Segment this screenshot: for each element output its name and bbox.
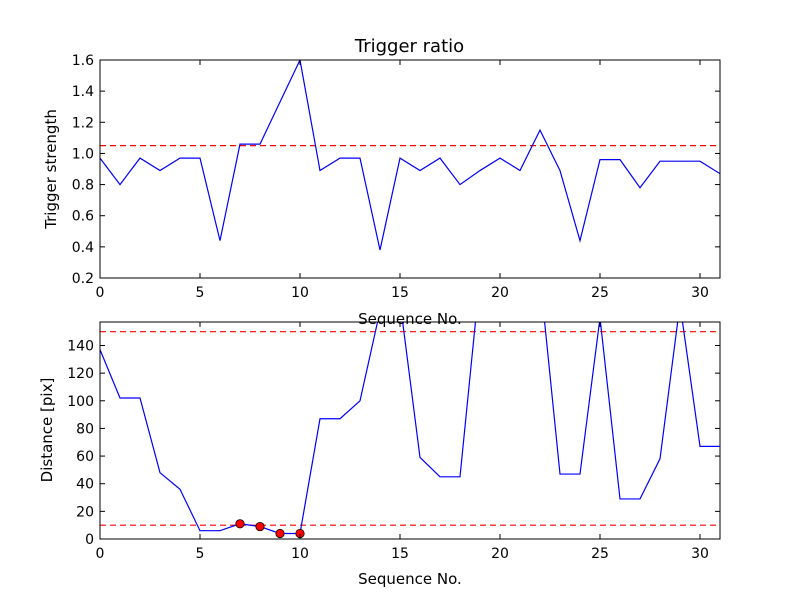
top-y-tick-label: 0.4 [72, 240, 94, 256]
bot-y-tick-label: 80 [76, 421, 94, 437]
top-x-tick-label: 0 [96, 285, 105, 301]
bottom-chart: 0 5 10 15 20 25 30 0 20 40 60 80 100 120 140 Sequence … [38, 321, 721, 588]
bot-highlight-point [235, 519, 245, 529]
bot-y-tick-label: 60 [76, 449, 94, 465]
top-y-tick-label: 0.8 [72, 178, 94, 194]
bot-series-line-0 [100, 322, 720, 535]
top-x-tick-label: 10 [291, 285, 309, 301]
bot-x-tick-label: 0 [96, 546, 105, 562]
top-y-axis-label: Trigger strength [42, 109, 60, 230]
top-x-tick-label: 5 [196, 285, 205, 301]
top-y-tick-label: 1.0 [72, 146, 94, 162]
top-series-line-0 [100, 60, 720, 251]
top-chart: 0 5 10 15 20 25 30 0.2 0.4 0.6 0.8 1.0 1.2 1.4 1.6 Seq… [42, 53, 721, 328]
bot-x-tick-label: 30 [691, 546, 709, 562]
top-x-axis-label: Sequence No. [358, 310, 462, 328]
top-y-tick-label: 0.2 [72, 271, 94, 287]
top-y-tick-label: 1.2 [72, 115, 94, 131]
bot-y-tick-label: 100 [67, 394, 94, 410]
bot-y-tick-label: 140 [67, 338, 94, 354]
top-chart-title: Trigger ratio [354, 36, 464, 57]
top-y-tick-label: 1.4 [72, 84, 94, 100]
top-y-tick-label: 0.6 [72, 209, 94, 225]
bot-x-tick-label: 5 [196, 546, 205, 562]
bot-y-tick-label: 40 [76, 477, 94, 493]
bot-x-tick-label: 10 [291, 546, 309, 562]
bottom-plot-frame [99, 321, 721, 540]
bot-y-tick-label: 120 [67, 366, 94, 382]
top-x-tick-label: 25 [591, 285, 609, 301]
bottom-y-axis-label: Distance [pix] [38, 378, 56, 483]
bottom-x-axis-label: Sequence No. [358, 570, 462, 588]
top-x-tick-label: 30 [691, 285, 709, 301]
top-y-tick-label: 1.6 [72, 53, 94, 69]
bot-x-tick-label: 20 [491, 546, 509, 562]
bot-highlight-point [275, 528, 285, 539]
bot-x-tick-label: 25 [591, 546, 609, 562]
bot-x-tick-label: 15 [391, 546, 409, 562]
top-plot-frame [99, 59, 721, 279]
top-x-tick-label: 15 [391, 285, 409, 301]
bot-highlight-point [255, 521, 265, 532]
bot-y-tick-label: 0 [85, 532, 94, 548]
top-x-tick-label: 20 [491, 285, 509, 301]
bot-y-tick-label: 20 [76, 504, 94, 520]
